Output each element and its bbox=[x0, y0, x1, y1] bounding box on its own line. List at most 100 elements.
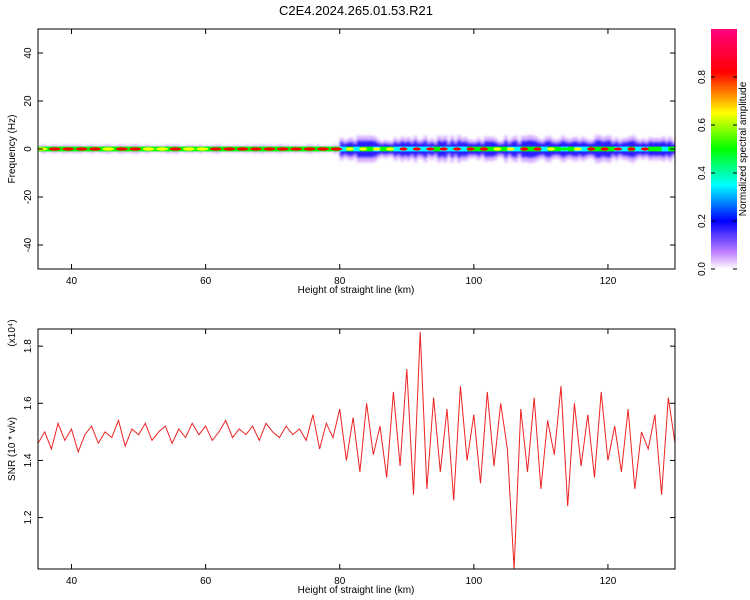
band-peak bbox=[249, 147, 262, 151]
x-tick-label: 80 bbox=[334, 576, 346, 587]
band-peak bbox=[196, 147, 209, 151]
x-tick-label: 60 bbox=[200, 276, 212, 287]
band-peak bbox=[426, 147, 435, 151]
band-core-cell bbox=[111, 146, 119, 152]
y-tick-label: 0 bbox=[23, 146, 34, 152]
band-core-cell bbox=[98, 146, 106, 152]
band-core-cell bbox=[607, 146, 616, 152]
band-peak bbox=[102, 147, 115, 151]
bottom-y-axis: 1.8 1.6 1.4 1.2 bbox=[23, 339, 675, 525]
x-tick-label: 120 bbox=[600, 576, 617, 587]
band-peak bbox=[359, 147, 368, 151]
band-peak bbox=[520, 147, 529, 151]
band-peak bbox=[506, 147, 515, 151]
band-core-cell bbox=[527, 146, 535, 152]
band-core-cell bbox=[661, 146, 669, 152]
band-mid-cell bbox=[675, 143, 679, 155]
x-tick-label: 100 bbox=[465, 576, 482, 587]
band-peak bbox=[88, 147, 101, 151]
x-tick-label: 60 bbox=[200, 576, 212, 587]
band-core-cell bbox=[379, 146, 388, 152]
band-peak bbox=[290, 147, 303, 151]
band-peak bbox=[627, 147, 636, 151]
band-peak bbox=[156, 147, 169, 151]
y-tick-label: 40 bbox=[23, 47, 34, 59]
band-core-cell bbox=[594, 146, 602, 152]
band-peak bbox=[48, 147, 61, 151]
band-peak bbox=[142, 147, 155, 151]
band-peak bbox=[169, 147, 182, 151]
band-peak bbox=[236, 147, 249, 151]
band-core-cell bbox=[406, 146, 414, 152]
colorbar: 0.0 0.2 0.4 0.6 0.8 Normalized spectral ampl… bbox=[697, 29, 749, 276]
band-core-cell bbox=[634, 146, 642, 152]
band-core-cell bbox=[353, 146, 361, 152]
band-peak bbox=[453, 147, 462, 151]
band-core-cell bbox=[245, 146, 254, 152]
y-tick-label: -20 bbox=[23, 189, 34, 204]
band-peak bbox=[345, 147, 354, 151]
band-peak bbox=[276, 147, 289, 151]
band-core-cell bbox=[84, 146, 93, 152]
colorbar-tick-label: 0.2 bbox=[697, 214, 708, 228]
snr-plot-area bbox=[38, 329, 675, 569]
band-core-cell bbox=[366, 146, 374, 152]
x-tick-label: 40 bbox=[66, 276, 78, 287]
colorbar-tick-label: 0.6 bbox=[697, 118, 708, 132]
band-core-cell bbox=[44, 146, 52, 152]
band-peak bbox=[573, 147, 582, 151]
y-tick-label: 20 bbox=[23, 95, 34, 107]
colorbar-tick-label: 0.4 bbox=[697, 166, 708, 180]
band-peak bbox=[587, 147, 596, 151]
y-tick-label: -40 bbox=[23, 237, 34, 252]
band-core-cell bbox=[326, 146, 334, 152]
band-core-cell bbox=[339, 146, 347, 152]
band-core-cell bbox=[540, 146, 549, 152]
band-core-cell bbox=[125, 146, 133, 152]
band-core-cell bbox=[312, 146, 321, 152]
top-x-axis-label: Height of straight line (km) bbox=[298, 285, 415, 296]
band-core-cell bbox=[259, 146, 267, 152]
band-core-cell bbox=[675, 147, 682, 152]
band-peak bbox=[493, 147, 502, 151]
band-core-cell bbox=[648, 146, 656, 152]
band-peak bbox=[533, 147, 542, 151]
band-core-cell bbox=[433, 146, 441, 152]
snr-panel: 40 60 80 100 120 1.8 1.6 1.4 1.2 Height of stra… bbox=[7, 319, 676, 596]
colorbar-tick-label: 0.8 bbox=[697, 70, 708, 84]
band-core-cell bbox=[232, 146, 240, 152]
snr-series bbox=[38, 331, 675, 569]
band-core-cell bbox=[393, 146, 401, 152]
y-tick-label: 1.8 bbox=[23, 339, 34, 353]
band-core-cell bbox=[272, 146, 280, 152]
band-core-cell bbox=[286, 146, 294, 152]
band-core-cell bbox=[58, 146, 66, 152]
band-core-cell bbox=[473, 146, 482, 152]
x-tick-label: 80 bbox=[334, 276, 346, 287]
band-peak bbox=[399, 147, 408, 151]
band-peak bbox=[129, 147, 142, 151]
band-core-cell bbox=[138, 146, 146, 152]
band-core-cell bbox=[151, 146, 160, 152]
bottom-y-scale-label: (x10⁴) bbox=[7, 319, 18, 346]
snr-line bbox=[38, 331, 675, 569]
bottom-x-axis: 40 60 80 100 120 bbox=[66, 329, 617, 587]
y-tick-label: 1.2 bbox=[23, 510, 34, 524]
band-core-cell bbox=[205, 146, 213, 152]
chart-title: C2E4.2024.265.01.53.R21 bbox=[279, 3, 433, 18]
band-core-cell bbox=[420, 146, 428, 152]
band-peak bbox=[62, 147, 75, 151]
band-peak bbox=[412, 147, 421, 151]
band-peak bbox=[560, 147, 569, 151]
band-peak bbox=[209, 147, 222, 151]
x-tick-label: 40 bbox=[66, 576, 78, 587]
band-core-cell bbox=[299, 146, 307, 152]
band-peak bbox=[654, 147, 663, 151]
band-peak bbox=[223, 147, 236, 151]
top-y-axis: 40 20 0 -20 -40 bbox=[23, 47, 675, 252]
band-peak bbox=[640, 147, 649, 151]
band-peak bbox=[330, 147, 343, 151]
band-core-cell bbox=[487, 146, 495, 152]
band-peak bbox=[479, 147, 488, 151]
band-peak bbox=[546, 147, 555, 151]
